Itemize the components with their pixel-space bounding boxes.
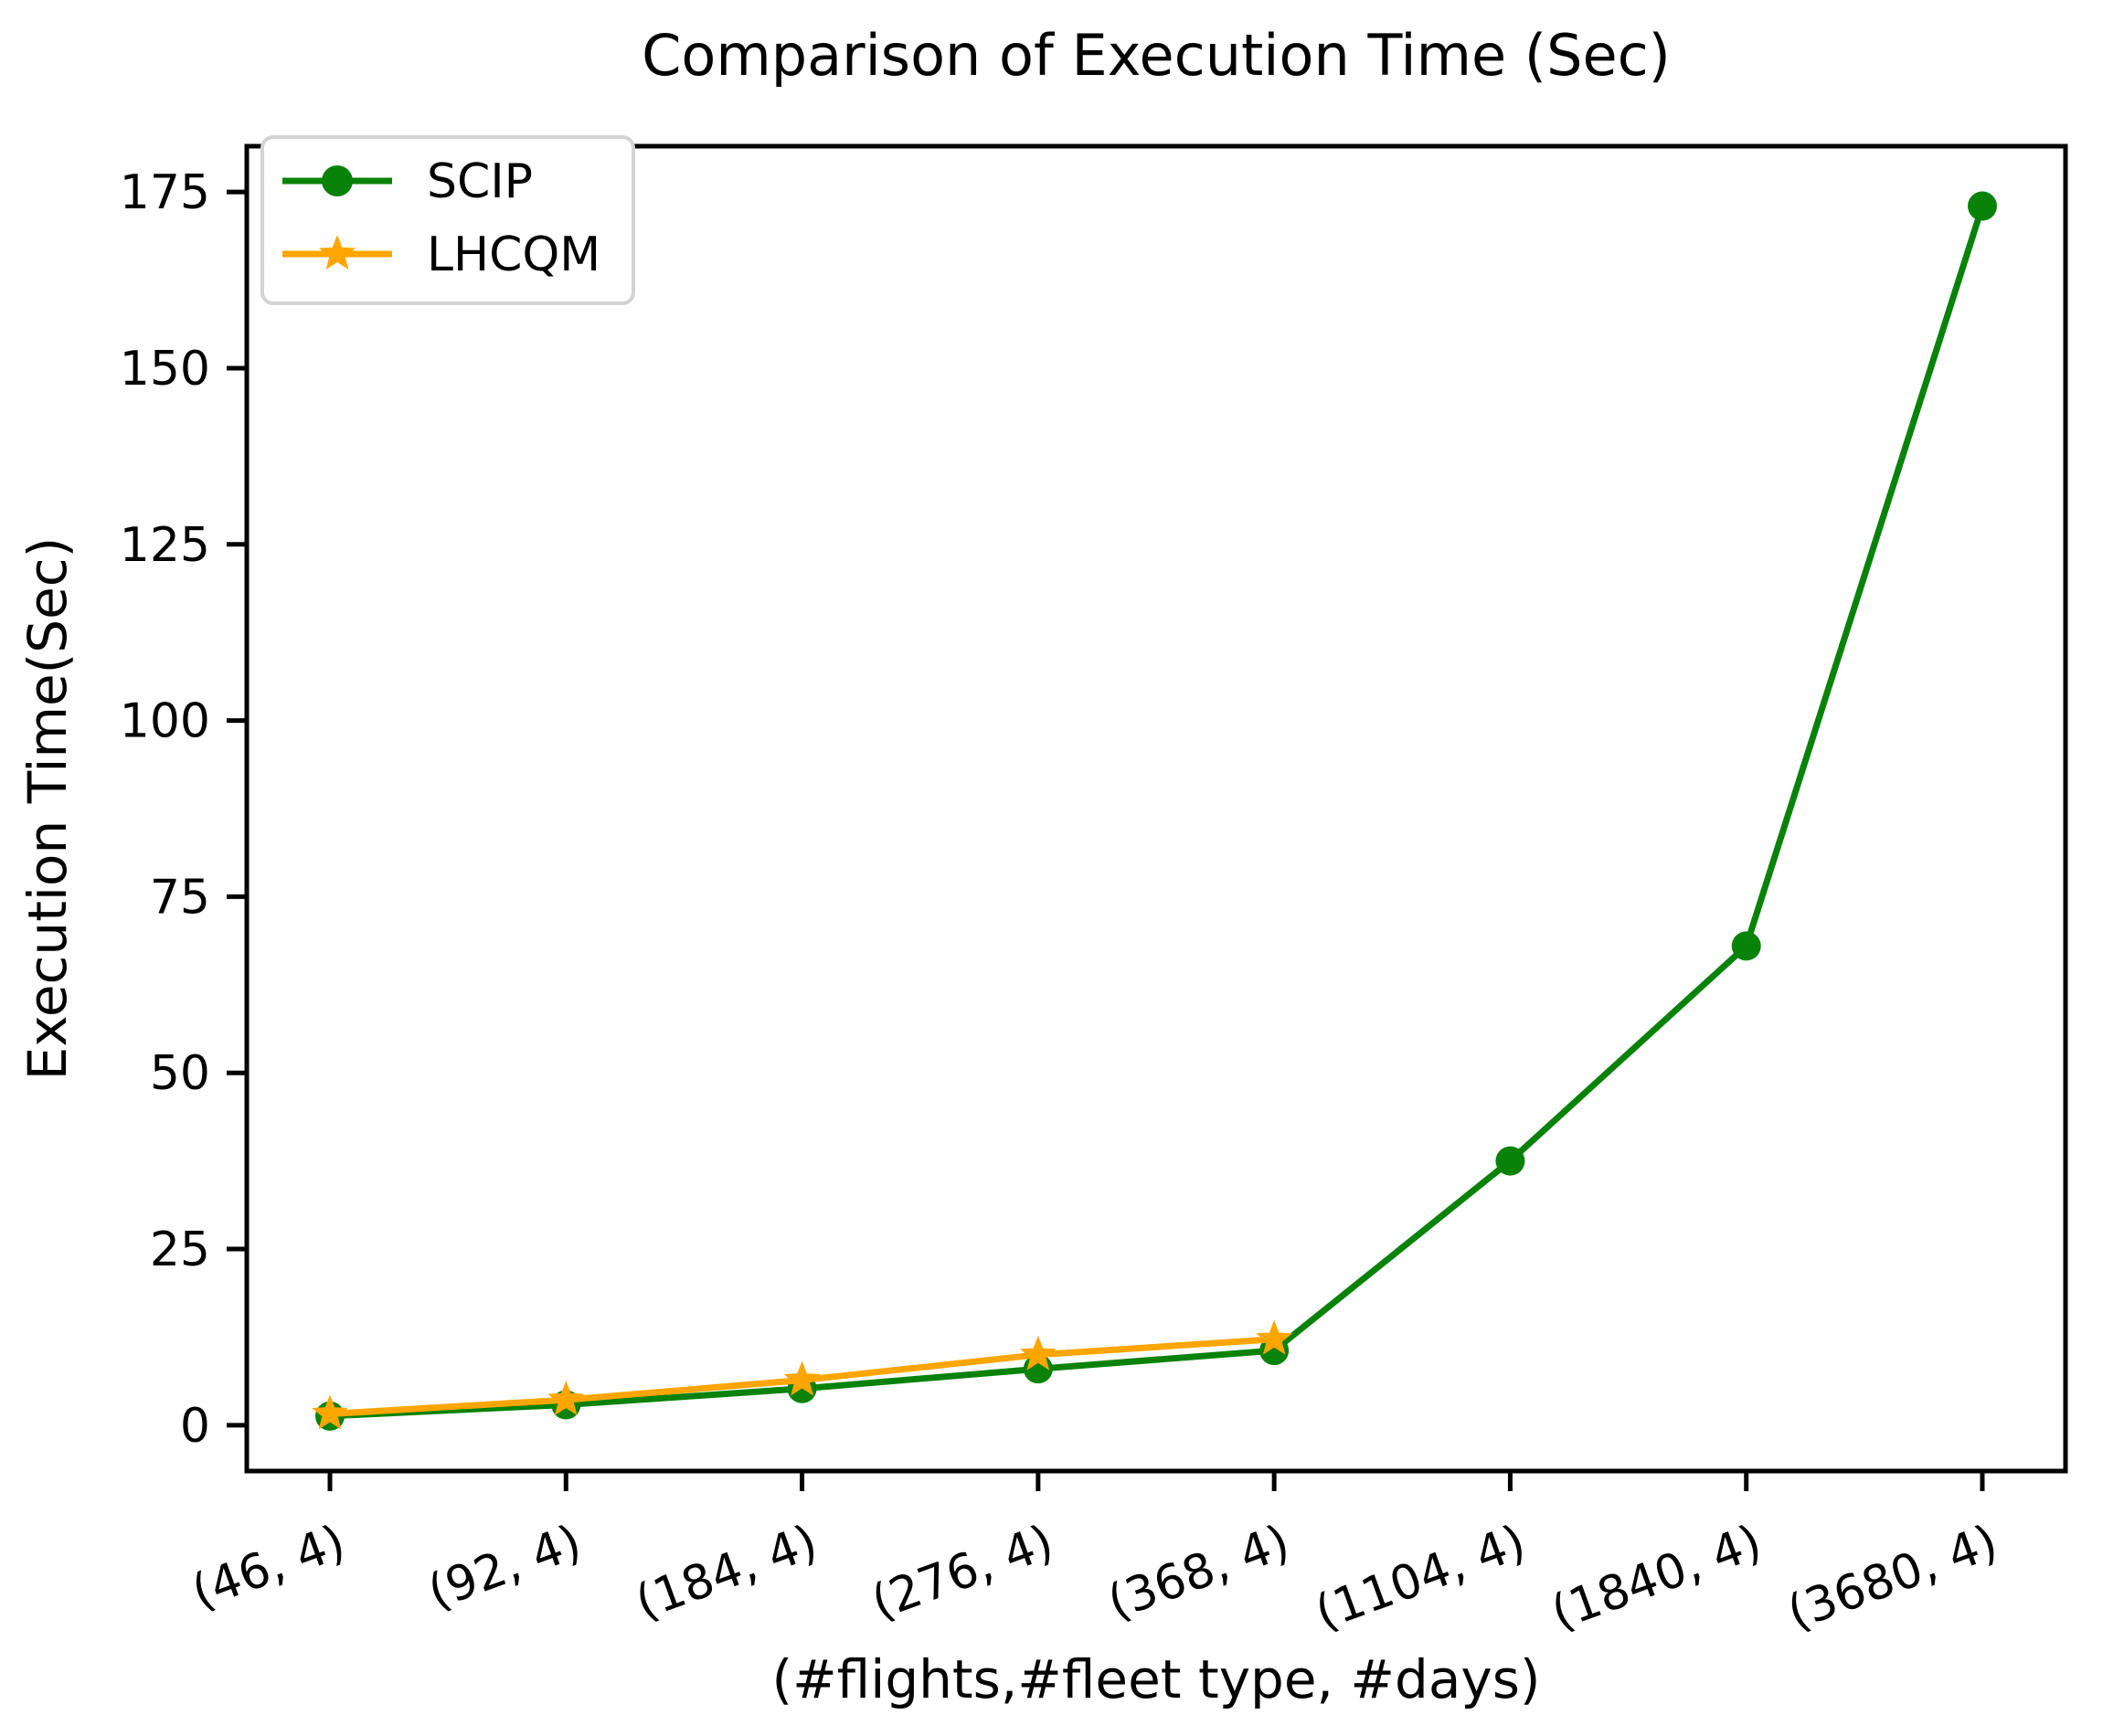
y-tick-label: 50: [150, 1046, 210, 1101]
x-tick-label: (92, 4): [421, 1515, 589, 1621]
y-tick-label: 125: [120, 518, 210, 573]
series-scip: [315, 191, 1997, 1431]
lhcqm-marker: [312, 1394, 348, 1430]
series-lhcqm: [312, 1319, 1293, 1430]
legend-label: SCIP: [427, 154, 533, 209]
y-axis-title: Execution Time(Sec): [16, 537, 79, 1081]
lhcqm-marker: [1019, 1335, 1057, 1371]
scip-line: [326, 203, 1986, 1420]
x-tick-label: (184, 4): [629, 1515, 824, 1631]
legend-entry: SCIP: [282, 154, 533, 209]
x-tick-label: (1104, 4): [1309, 1515, 1533, 1641]
lhcqm-marker: [1256, 1319, 1293, 1355]
scip-marker: [1731, 931, 1761, 961]
x-tick-label: (3680, 4): [1780, 1515, 2004, 1641]
x-tick-label: (1840, 4): [1545, 1515, 1768, 1641]
legend-circle-marker-icon: [322, 165, 353, 196]
y-tick-label: 150: [120, 342, 210, 397]
legend-star-marker-icon: [319, 235, 356, 270]
legend: SCIP LHCQM: [260, 135, 635, 305]
lhcqm-marker: [547, 1381, 585, 1416]
plot-spines: [244, 143, 2068, 1474]
x-tick-label: (46, 4): [185, 1515, 352, 1621]
x-axis-title: (#flights,#fleet type, #days): [771, 1648, 1540, 1710]
y-tick-label: 175: [120, 165, 210, 220]
y-tick-label: 100: [120, 694, 210, 749]
legend-label: LHCQM: [427, 228, 600, 282]
lhcqm-marker: [783, 1360, 821, 1396]
y-tick-label: 0: [180, 1399, 210, 1454]
scip-marker: [1968, 191, 1997, 221]
scip-marker: [1495, 1146, 1525, 1176]
chart-title: Comparison of Execution Time (Sec): [642, 22, 1671, 89]
x-tick-label: (276, 4): [865, 1515, 1060, 1631]
x-tick-label: (368, 4): [1101, 1515, 1297, 1631]
legend-entry: LHCQM: [282, 228, 600, 282]
axes-layer: 0 25 50 75 100 125 150 175 (46, 4) (92, 4) (184, 4…: [120, 165, 2005, 1641]
y-tick-label: 75: [150, 870, 210, 925]
series-layer: [312, 191, 1997, 1431]
y-tick-label: 25: [150, 1223, 210, 1277]
